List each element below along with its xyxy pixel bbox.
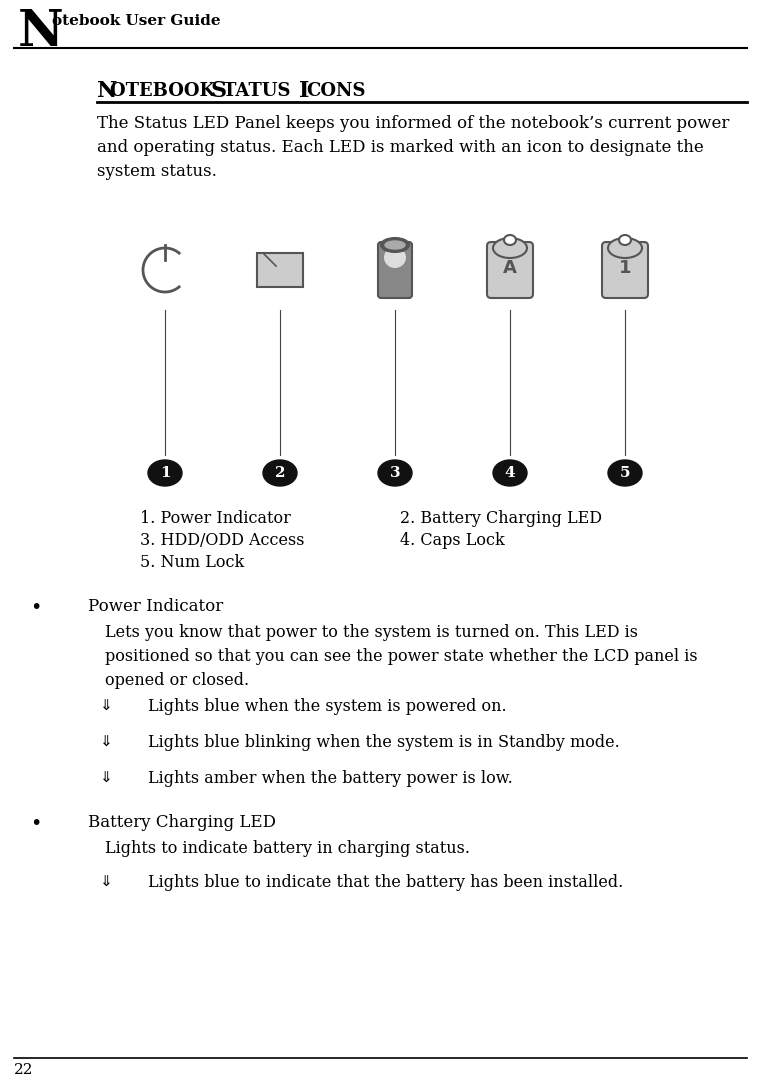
Text: Lights blue to indicate that the battery has been installed.: Lights blue to indicate that the battery… bbox=[148, 875, 623, 891]
Text: ⇓: ⇓ bbox=[100, 734, 113, 749]
Text: S: S bbox=[211, 80, 227, 102]
FancyBboxPatch shape bbox=[487, 242, 533, 298]
Text: Lets you know that power to the system is turned on. This LED is
positioned so t: Lets you know that power to the system i… bbox=[105, 624, 698, 690]
Text: ⇓: ⇓ bbox=[100, 875, 113, 889]
Text: 4. Caps Lock: 4. Caps Lock bbox=[400, 532, 505, 549]
Text: Lights blue blinking when the system is in Standby mode.: Lights blue blinking when the system is … bbox=[148, 734, 619, 751]
FancyBboxPatch shape bbox=[257, 253, 303, 286]
Ellipse shape bbox=[493, 238, 527, 258]
Text: Power Indicator: Power Indicator bbox=[88, 598, 223, 615]
Text: 5. Num Lock: 5. Num Lock bbox=[140, 553, 244, 571]
Ellipse shape bbox=[148, 461, 182, 486]
Ellipse shape bbox=[608, 461, 642, 486]
Text: I: I bbox=[299, 80, 310, 102]
Ellipse shape bbox=[493, 461, 527, 486]
Text: 3. HDD/ODD Access: 3. HDD/ODD Access bbox=[140, 532, 304, 549]
Text: 1: 1 bbox=[160, 466, 170, 480]
Ellipse shape bbox=[608, 238, 642, 258]
Ellipse shape bbox=[504, 235, 516, 245]
Text: •: • bbox=[30, 598, 41, 617]
Text: 22: 22 bbox=[14, 1063, 33, 1077]
Text: ⇓: ⇓ bbox=[100, 770, 113, 785]
Text: 2: 2 bbox=[275, 466, 285, 480]
Text: 3: 3 bbox=[390, 466, 400, 480]
Text: CONS: CONS bbox=[306, 82, 365, 101]
Text: 2. Battery Charging LED: 2. Battery Charging LED bbox=[400, 510, 602, 528]
Text: N: N bbox=[18, 8, 64, 57]
Text: Battery Charging LED: Battery Charging LED bbox=[88, 814, 276, 831]
Text: A: A bbox=[503, 259, 517, 277]
Ellipse shape bbox=[384, 246, 406, 268]
Text: Lights blue when the system is powered on.: Lights blue when the system is powered o… bbox=[148, 698, 507, 715]
Ellipse shape bbox=[381, 238, 409, 252]
Text: otebook User Guide: otebook User Guide bbox=[52, 14, 221, 28]
Text: •: • bbox=[30, 814, 41, 833]
Text: N: N bbox=[97, 80, 117, 102]
FancyBboxPatch shape bbox=[602, 242, 648, 298]
FancyBboxPatch shape bbox=[378, 242, 412, 298]
Text: 4: 4 bbox=[505, 466, 515, 480]
Text: 1. Power Indicator: 1. Power Indicator bbox=[140, 510, 291, 528]
Text: TATUS: TATUS bbox=[223, 82, 297, 101]
Ellipse shape bbox=[619, 235, 631, 245]
Text: 1: 1 bbox=[619, 259, 632, 277]
Text: OTEBOOK: OTEBOOK bbox=[110, 82, 221, 101]
Text: 5: 5 bbox=[619, 466, 630, 480]
Ellipse shape bbox=[385, 241, 405, 249]
Ellipse shape bbox=[263, 461, 297, 486]
Text: Lights to indicate battery in charging status.: Lights to indicate battery in charging s… bbox=[105, 840, 470, 857]
Ellipse shape bbox=[378, 461, 412, 486]
Text: The Status LED Panel keeps you informed of the notebook’s current power
and oper: The Status LED Panel keeps you informed … bbox=[97, 115, 729, 181]
Text: ⇓: ⇓ bbox=[100, 698, 113, 713]
Text: Lights amber when the battery power is low.: Lights amber when the battery power is l… bbox=[148, 770, 513, 787]
